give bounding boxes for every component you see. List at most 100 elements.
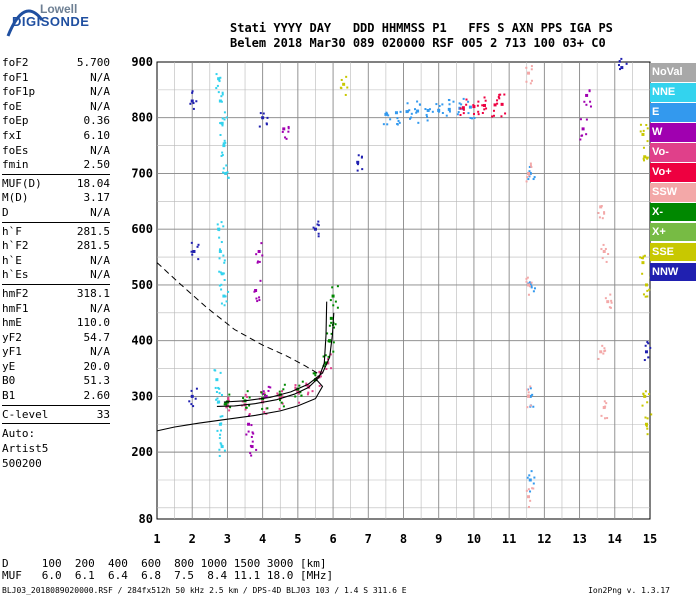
echo-speck xyxy=(331,286,334,289)
echo-speck xyxy=(456,113,459,116)
x-tick-label: 15 xyxy=(643,532,657,546)
echo-speck xyxy=(227,398,230,401)
echo-speck xyxy=(287,125,290,128)
echo-speck xyxy=(244,408,247,411)
param-name: hmE xyxy=(2,316,22,330)
echo-speck xyxy=(397,119,400,122)
echo-speck xyxy=(398,121,401,124)
echo-speck xyxy=(195,387,198,390)
echo-speck xyxy=(298,384,301,387)
echo-point-sse xyxy=(644,283,648,287)
echo-point-e xyxy=(528,171,532,175)
echo-speck xyxy=(589,105,592,108)
echo-speck xyxy=(317,224,320,227)
density-profile-curve xyxy=(156,378,324,432)
echo-speck xyxy=(276,392,279,395)
param-name: foEs xyxy=(2,143,29,157)
echo-speck xyxy=(530,470,533,473)
echo-speck xyxy=(246,390,249,393)
echo-speck xyxy=(471,117,474,120)
echo-speck xyxy=(250,454,253,457)
echo-speck xyxy=(247,430,250,433)
x-tick-label: 4 xyxy=(259,532,266,546)
param-row: yF2 54.7 xyxy=(2,331,110,346)
echo-speck xyxy=(361,168,364,171)
echo-speck xyxy=(218,248,221,251)
echo-speck xyxy=(531,393,534,396)
echo-speck xyxy=(191,90,194,93)
param-row: foEp 0.36 xyxy=(2,114,110,129)
echo-point-vo- xyxy=(500,102,504,106)
echo-speck xyxy=(410,112,413,115)
echo-speck xyxy=(437,110,440,113)
param-row: foE N/A xyxy=(2,100,110,115)
legend-item-nnw: NNW xyxy=(650,262,696,282)
echo-speck xyxy=(526,406,529,409)
echo-speck xyxy=(650,413,653,416)
echo-speck xyxy=(256,261,259,264)
echo-speck xyxy=(484,99,487,102)
param-value: 281.5 xyxy=(76,224,110,238)
param-row: yF1 N/A xyxy=(2,345,110,360)
echo-speck xyxy=(225,164,228,167)
echo-speck xyxy=(220,302,223,305)
echo-speck xyxy=(287,130,290,133)
param-value: 54.7 xyxy=(83,330,111,344)
echo-speck xyxy=(317,235,320,238)
echo-speck xyxy=(258,296,261,299)
echo-point-vo- xyxy=(461,106,465,110)
echo-speck xyxy=(197,258,200,261)
echo-speck xyxy=(220,221,223,224)
echo-speck xyxy=(306,393,309,396)
echo-speck xyxy=(215,87,218,90)
param-row: yE 20.0 xyxy=(2,360,110,375)
param-value: N/A xyxy=(90,268,110,282)
echo-speck xyxy=(316,223,319,226)
param-name: foE xyxy=(2,99,22,113)
echo-speck xyxy=(223,403,226,406)
echo-speck xyxy=(216,223,219,226)
echo-speck xyxy=(644,416,647,419)
echo-speck xyxy=(579,118,582,121)
echo-speck xyxy=(601,257,604,260)
param-value: 3.17 xyxy=(83,191,111,205)
echo-speck xyxy=(600,248,603,251)
echo-speck xyxy=(261,407,264,410)
echo-point-nnw xyxy=(356,160,360,164)
echo-speck xyxy=(527,391,530,394)
param-value: N/A xyxy=(90,205,110,219)
echo-speck xyxy=(285,137,288,140)
echo-speck xyxy=(330,332,333,335)
echo-speck xyxy=(220,283,223,286)
x-tick-label: 13 xyxy=(572,532,586,546)
echo-speck xyxy=(245,433,248,436)
echo-speck xyxy=(218,284,221,287)
echo-speck xyxy=(279,399,282,402)
echo-speck xyxy=(646,157,649,160)
echo-speck xyxy=(530,285,533,288)
digisonde-logo: Lowell DIGISONDE xyxy=(4,2,164,46)
echo-speck xyxy=(219,415,222,418)
echo-speck xyxy=(528,165,531,168)
echo-speck xyxy=(262,390,265,393)
echo-speck xyxy=(438,105,441,108)
echo-speck xyxy=(646,341,649,344)
echo-speck xyxy=(327,355,330,358)
echo-point-sse xyxy=(342,82,346,86)
echo-point-nne xyxy=(217,77,221,81)
echo-speck xyxy=(227,290,230,293)
legend-item-x-: X+ xyxy=(650,222,696,242)
echo-speck xyxy=(603,212,606,215)
x-tick-label: 7 xyxy=(365,532,372,546)
echo-point-ssw xyxy=(606,300,610,304)
param-value: 2.50 xyxy=(83,158,111,172)
echo-speck xyxy=(223,449,226,452)
echo-speck xyxy=(465,103,468,106)
echo-speck xyxy=(646,156,649,159)
echo-point-w xyxy=(247,422,251,426)
echo-speck xyxy=(322,355,325,358)
echo-speck xyxy=(328,324,331,327)
echo-speck xyxy=(189,102,192,105)
echo-speck xyxy=(245,406,248,409)
echo-speck xyxy=(605,402,608,405)
